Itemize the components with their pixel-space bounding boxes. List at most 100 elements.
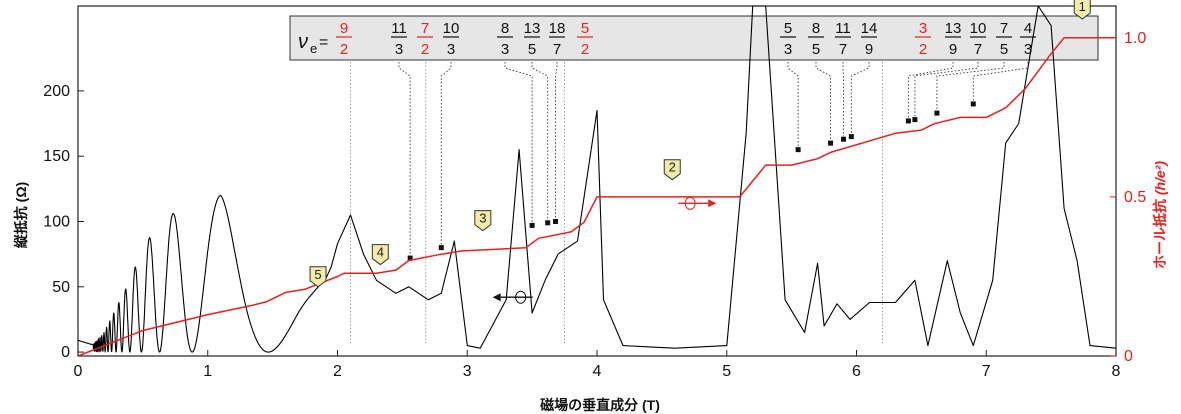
fraction-denominator: 2 <box>340 41 348 58</box>
axes: 縦抵抗 (Ω) ホール抵抗 (h/e²) 磁場の垂直成分 (T) 0 1 2 3 4 5 6… <box>13 30 1168 413</box>
y-right-tick-label: 0.5 <box>1124 189 1146 206</box>
fraction-denominator: 2 <box>581 41 589 58</box>
plateau-marker <box>1073 0 1091 20</box>
x-tick-label: 3 <box>463 363 472 380</box>
fraction-point <box>848 134 854 140</box>
plateau-marker-label: 1 <box>1079 0 1086 14</box>
x-tick-label: 1 <box>203 363 212 380</box>
x-tick-label: 5 <box>722 363 731 380</box>
fraction-denominator: 3 <box>1024 41 1032 58</box>
fraction-denominator: 3 <box>501 41 509 58</box>
equals-sign: = <box>319 34 328 51</box>
y-axis-right-title: ホール抵抗 (h/e²) <box>1152 161 1168 269</box>
fraction-denominator: 7 <box>839 41 847 58</box>
fraction-leader-line <box>555 62 558 219</box>
x-tick-label: 8 <box>1112 363 1121 380</box>
plateau-marker-label: 2 <box>669 160 676 175</box>
x-tick-label: 4 <box>593 363 602 380</box>
plateau-marker-label: 4 <box>377 245 384 260</box>
plateau-marker <box>371 244 389 266</box>
fraction-point <box>438 245 444 251</box>
left-axis-arrowhead <box>492 293 501 302</box>
y-axis-right-title-main: ホール抵抗 <box>1152 195 1168 269</box>
fraction-numerator: 7 <box>421 20 429 37</box>
fraction-denominator: 5 <box>528 41 536 58</box>
fraction-leader-line <box>531 62 549 220</box>
y-left-tick-label: 150 <box>43 148 70 165</box>
fraction-point <box>545 220 551 226</box>
fraction-numerator: 8 <box>501 20 509 37</box>
fraction-point <box>970 101 976 107</box>
fraction-denominator: 9 <box>865 41 873 58</box>
fraction-numerator: 10 <box>970 20 987 37</box>
fraction-numerator: 18 <box>549 20 566 37</box>
y-left-tick-label: 50 <box>52 279 70 296</box>
fraction-denominator: 5 <box>1000 41 1008 58</box>
fraction-denominator: 2 <box>421 41 429 58</box>
x-tick-label: 0 <box>74 363 83 380</box>
series-line-hall <box>77 37 1116 357</box>
plateau-marker <box>474 210 492 232</box>
fraction-point <box>934 110 940 116</box>
plateau-marker-label: 5 <box>314 267 321 282</box>
fraction-numerator: 8 <box>812 20 820 37</box>
y-right-tick-label: 0 <box>1124 348 1133 365</box>
fraction-numerator: 5 <box>581 20 589 37</box>
right-axis-arrow-loop <box>684 196 696 210</box>
fraction-denominator: 7 <box>974 41 982 58</box>
x-axis-title: 磁場の垂直成分 (T) <box>540 397 660 413</box>
fraction-numerator: 13 <box>945 20 962 37</box>
series-line-longitudinal <box>77 5 1117 353</box>
fraction-legend-box <box>289 15 1099 61</box>
plateau-marker <box>663 159 681 181</box>
fraction-leader-line <box>398 62 411 256</box>
fraction-denominator: 9 <box>949 41 957 58</box>
fraction-legend: ν e = 9211372103831351875253851171493213… <box>289 15 1099 346</box>
fraction-leader-line <box>504 62 533 223</box>
fraction-leader-line <box>850 62 870 134</box>
fraction-numerator: 11 <box>391 20 407 37</box>
fraction-numerator: 4 <box>1024 20 1032 37</box>
y-left-tick-label: 100 <box>43 213 70 230</box>
y-left-tick-label: 200 <box>43 83 70 100</box>
fraction-point <box>407 255 413 261</box>
x-tick-label: 6 <box>852 363 861 380</box>
x-tick-label: 7 <box>982 363 991 380</box>
fraction-leader-line <box>440 62 452 245</box>
y-left-tick-label: 0 <box>61 344 70 361</box>
fraction-numerator: 9 <box>340 20 348 37</box>
fraction-leader-line <box>815 62 831 141</box>
fraction-denominator: 3 <box>395 41 403 58</box>
left-axis-arrow-loop <box>515 290 527 304</box>
fraction-leader-line <box>972 62 1029 101</box>
fraction-numerator: 13 <box>524 20 541 37</box>
nu-subscript: e <box>310 41 317 56</box>
fraction-denominator: 2 <box>919 41 927 58</box>
fraction-point <box>552 218 558 224</box>
fraction-numerator: 10 <box>443 20 460 37</box>
fraction-leader-line <box>842 62 844 137</box>
fraction-numerator: 7 <box>1000 20 1008 37</box>
plateau-marker <box>309 266 327 288</box>
plateau-marker-label: 3 <box>479 211 486 226</box>
fraction-leader-line <box>914 62 979 117</box>
fraction-denominator: 3 <box>447 41 455 58</box>
fraction-leader-line <box>936 62 1005 111</box>
fraction-denominator: 7 <box>553 41 561 58</box>
fraction-numerator: 11 <box>835 20 851 37</box>
data-layer <box>77 5 1117 357</box>
fraction-point <box>828 140 834 146</box>
fraction-leader-line <box>787 62 799 147</box>
fraction-point <box>905 118 911 124</box>
fraction-leader-line <box>907 62 954 118</box>
right-axis-arrowhead <box>708 199 717 208</box>
fraction-point <box>912 117 918 123</box>
fraction-point <box>795 147 801 153</box>
y-axis-left-title: 縦抵抗 (Ω) <box>13 182 29 248</box>
fraction-numerator: 3 <box>919 20 927 37</box>
fraction-point <box>841 136 847 142</box>
x-tick-label: 2 <box>333 363 342 380</box>
fraction-numerator: 5 <box>784 20 792 37</box>
nu-label: ν <box>298 31 308 53</box>
